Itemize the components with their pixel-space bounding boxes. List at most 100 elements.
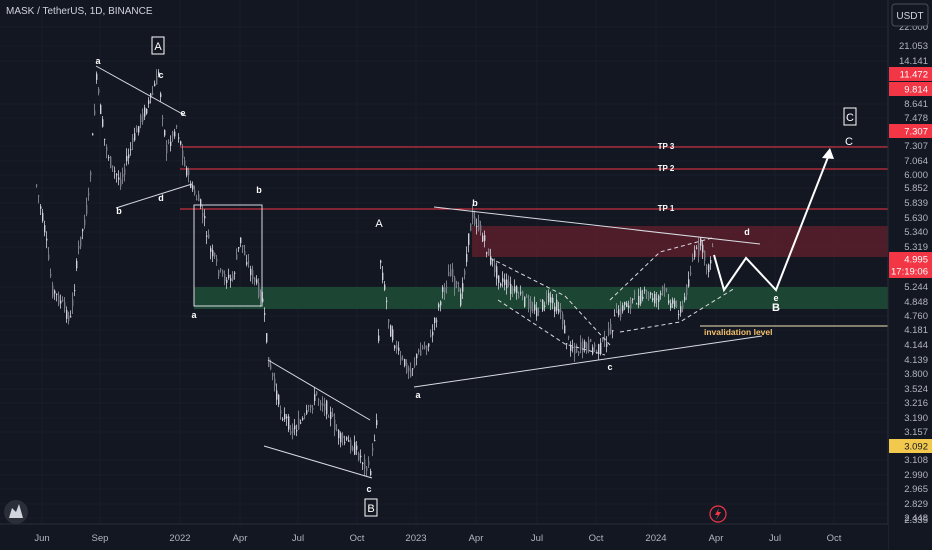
y-axis-tick-label: 5.340 [904, 227, 928, 238]
candle-body [352, 447, 354, 451]
candle-body [420, 350, 422, 356]
candle-body [456, 281, 458, 285]
candle-body [182, 150, 184, 158]
projection-path [713, 151, 831, 293]
wave-label-minor: b [256, 185, 262, 195]
candle-body [308, 405, 310, 407]
y-axis-tick-label: 4.144 [904, 340, 928, 351]
tradingview-logo-icon[interactable] [4, 500, 28, 524]
wave-label-box [843, 107, 857, 126]
candle-body [414, 364, 416, 366]
candle-body [388, 319, 390, 323]
candle-body [408, 367, 410, 372]
candle-body [678, 314, 680, 316]
candle-body [310, 405, 312, 408]
candle-body [100, 104, 102, 115]
y-axis-tick-label: 7.478 [904, 113, 928, 124]
candle-body [446, 286, 448, 288]
lightning-icon[interactable] [709, 505, 727, 523]
candle-body [218, 270, 220, 277]
candle-body [486, 252, 488, 254]
candle-body [682, 304, 684, 310]
candles [36, 69, 714, 478]
wave-label-minor: c [366, 484, 371, 494]
candle-body [108, 156, 110, 159]
pattern-drawings [95, 65, 763, 479]
candle-body [88, 193, 90, 196]
candle-body [498, 275, 500, 283]
candle-body [558, 308, 560, 313]
big-triangle-upper [433, 206, 761, 245]
y-axis-tick-label: 14.141 [899, 56, 928, 67]
candle-body [250, 268, 252, 276]
time-axis[interactable] [0, 524, 888, 550]
candle-body [422, 346, 424, 349]
candle-body [358, 453, 360, 460]
candle-body [674, 300, 676, 308]
candle-body [502, 278, 504, 282]
price-badge [889, 82, 932, 96]
candle-body [210, 248, 212, 252]
candle-body [554, 306, 556, 312]
candle-body [124, 168, 126, 175]
candle-body [206, 235, 208, 237]
candle-body [618, 309, 620, 316]
candle-body [582, 340, 584, 353]
candle-body [668, 300, 670, 304]
candle-body [360, 455, 362, 458]
candle-body [640, 290, 642, 304]
candle-body [480, 225, 482, 232]
candle-body [304, 415, 306, 417]
candle-body [508, 281, 510, 286]
currency-button[interactable] [891, 3, 929, 27]
candle-body [550, 297, 552, 303]
currency-button-label[interactable]: USDT [896, 11, 923, 22]
candle-body [160, 93, 162, 98]
candle-body [70, 316, 72, 318]
candle-body [514, 286, 516, 292]
candle-body [572, 347, 574, 349]
candle-body [94, 110, 96, 115]
y-axis-tick-label: 3.190 [904, 413, 928, 424]
x-axis-tick-label: Apr [709, 533, 724, 544]
candle-body [666, 288, 668, 290]
candle-body [452, 269, 454, 278]
candle-body [630, 300, 632, 309]
candle-body [698, 243, 700, 255]
candle-body [516, 286, 518, 294]
candle-body [368, 460, 370, 466]
candle-body [462, 283, 464, 292]
candle-body [334, 419, 336, 430]
wave-label-minor: e [773, 293, 778, 303]
candle-body [188, 170, 190, 175]
x-axis-tick-label: Jun [34, 533, 49, 544]
candle-body [442, 287, 444, 292]
candle-body [700, 238, 702, 246]
candle-body [510, 284, 512, 295]
y-axis-tick-label: 5.319 [904, 242, 928, 253]
candle-body [504, 279, 506, 286]
candle-body [460, 293, 462, 306]
candle-body [258, 283, 260, 297]
candle-body [586, 343, 588, 352]
candle-body [710, 260, 712, 264]
candle-body [152, 93, 154, 95]
candle-body [650, 292, 652, 295]
candle-body [262, 298, 264, 302]
candle-body [42, 212, 44, 221]
candle-body [252, 270, 254, 280]
candle-body [644, 289, 646, 291]
wave-label-minor: d [158, 193, 164, 203]
candle-body [468, 233, 470, 245]
wave-label-major: B [367, 503, 374, 515]
candle-body [120, 179, 122, 187]
candle-body [672, 299, 674, 304]
target-label: TP 2 [658, 164, 675, 173]
wave-label-major: C [845, 136, 853, 148]
candle-body [270, 364, 272, 370]
candle-body [614, 315, 616, 317]
candle-body [474, 216, 476, 225]
candle-body [638, 295, 640, 306]
